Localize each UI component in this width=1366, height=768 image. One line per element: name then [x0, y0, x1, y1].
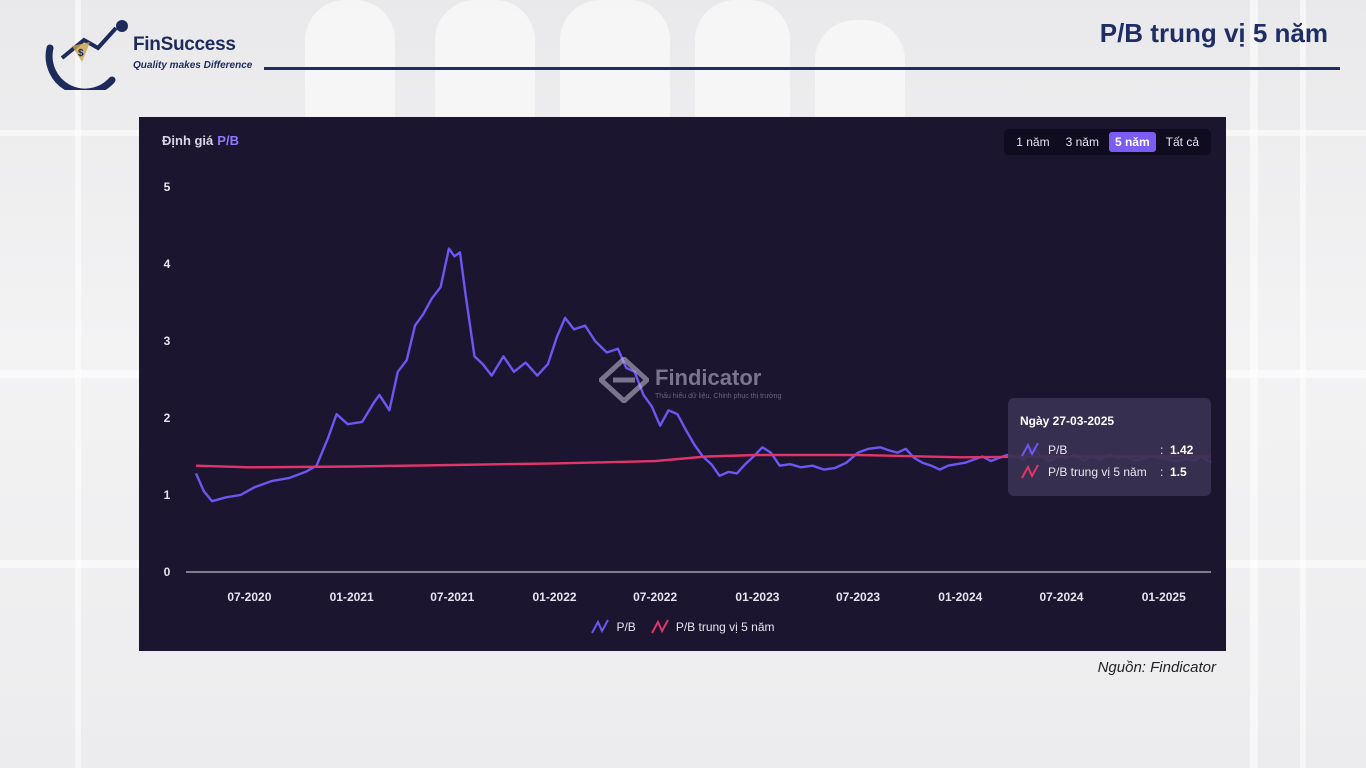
legend-pb-label: P/B	[616, 620, 636, 634]
median-series-icon	[1021, 464, 1039, 479]
logo-name: FinSuccess	[133, 34, 236, 55]
svg-text:$: $	[78, 48, 84, 59]
tooltip-pb-value: 1.42	[1170, 443, 1194, 457]
x-tick-label: 07-2022	[633, 590, 677, 604]
finsuccess-logo: $ FinSuccess Quality makes Difference	[42, 18, 267, 96]
range-1-year-button[interactable]: 1 năm	[1016, 135, 1050, 149]
range-3-year-button[interactable]: 3 năm	[1065, 135, 1099, 149]
chart-title-prefix: Định giá	[162, 133, 214, 148]
source-note: Nguồn: Findicator	[1097, 659, 1216, 676]
watermark-name: Findicator	[655, 365, 762, 390]
x-tick-label: 01-2022	[533, 590, 577, 604]
header-divider	[264, 67, 1340, 70]
tooltip-pb-name: P/B	[1048, 443, 1068, 457]
range-selector: 1 năm 3 năm 5 năm Tất cả	[1004, 129, 1211, 155]
median-legend-icon	[650, 619, 669, 634]
tooltip-date: Ngày 27-03-2025	[1020, 414, 1115, 428]
chart-legend: P/B P/B trung vị 5 năm	[139, 619, 1226, 635]
x-tick-label: 01-2021	[330, 590, 374, 604]
y-tick-label: 4	[164, 257, 171, 271]
x-tick-label: 07-2020	[227, 590, 271, 604]
pb-series-icon	[1021, 442, 1039, 457]
chart-title: Định giá P/B	[162, 133, 239, 148]
x-tick-label: 01-2025	[1142, 590, 1186, 604]
logo-emblem-icon: $	[45, 20, 128, 96]
tooltip-row-median: P/B trung vị 5 năm : 1.5	[1020, 464, 1202, 480]
tooltip-median-name: P/B trung vị 5 năm	[1048, 465, 1147, 479]
legend-median-label: P/B trung vị 5 năm	[675, 620, 775, 634]
y-tick-label: 3	[164, 334, 171, 348]
x-tick-label: 07-2024	[1039, 590, 1083, 604]
legend-item-median[interactable]: P/B trung vị 5 năm	[650, 619, 775, 635]
x-tick-label: 01-2024	[938, 590, 982, 604]
findicator-logo-icon	[597, 355, 651, 405]
hover-tooltip: Ngày 27-03-2025 P/B : 1.42 P/B trung vị …	[1008, 398, 1211, 496]
watermark-subtitle: Thấu hiểu dữ liệu, Chinh phục thị trường	[655, 393, 782, 400]
y-tick-label: 0	[164, 565, 171, 579]
pb-chart: 0 1 2 3 4 5 07-2020 01-2021 07-2021 01-2022 07-202…	[164, 180, 1212, 604]
x-tick-label: 07-2023	[836, 590, 880, 604]
tooltip-row-pb: P/B : 1.42	[1020, 442, 1202, 458]
legend-item-pb[interactable]: P/B	[590, 619, 636, 635]
y-tick-label: 1	[164, 488, 171, 502]
findicator-watermark: Findicator Thấu hiểu dữ liệu, Chinh phục…	[597, 355, 781, 408]
x-tick-label: 01-2023	[735, 590, 779, 604]
y-tick-label: 2	[164, 411, 171, 425]
range-5-year-button[interactable]: 5 năm	[1108, 132, 1156, 152]
chart-title-metric: P/B	[217, 133, 239, 148]
tooltip-median-value: 1.5	[1170, 465, 1187, 479]
pb-legend-icon	[591, 619, 610, 634]
x-tick-label: 07-2021	[430, 590, 474, 604]
range-all-button[interactable]: Tất cả	[1165, 135, 1199, 149]
logo-tagline: Quality makes Difference	[133, 60, 253, 71]
page-title: P/B trung vị 5 năm	[1099, 18, 1328, 48]
y-tick-label: 5	[164, 180, 171, 194]
chart-panel: 0 1 2 3 4 5 07-2020 01-2021 07-2021 01-2022 07-202…	[139, 117, 1226, 651]
